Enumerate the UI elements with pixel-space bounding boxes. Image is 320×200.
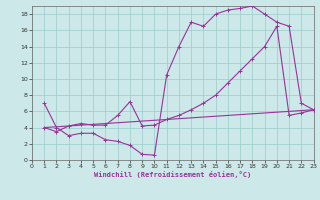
X-axis label: Windchill (Refroidissement éolien,°C): Windchill (Refroidissement éolien,°C) [94,171,252,178]
